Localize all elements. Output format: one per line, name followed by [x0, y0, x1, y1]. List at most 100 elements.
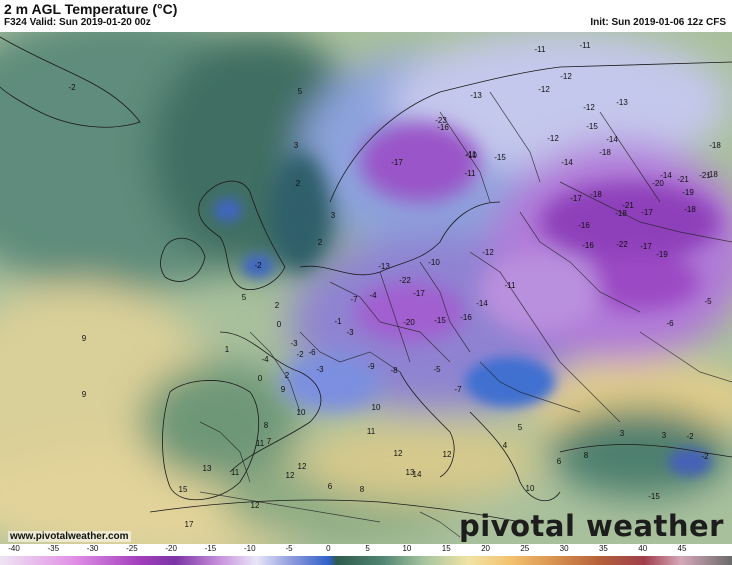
temperature-value-label: 6	[557, 457, 562, 466]
temperature-value-label: 1	[225, 345, 230, 354]
temperature-value-label: 9	[82, 334, 87, 343]
temperature-value-label: -19	[656, 250, 668, 259]
temperature-value-label: -18	[590, 190, 602, 199]
colorbar-tick-label: -15	[204, 544, 217, 553]
temperature-value-label: -10	[428, 258, 440, 267]
temperature-value-label: -19	[682, 188, 694, 197]
temperature-value-label: -12	[482, 248, 494, 257]
temperature-value-label: -8	[390, 366, 398, 375]
temperature-value-label: 12	[286, 471, 295, 480]
temperature-value-label: -14	[660, 171, 672, 180]
temperature-value-label: 12	[298, 462, 307, 471]
colorbar-tick-label: 45	[677, 544, 687, 553]
colorbar-tick-label: 5	[365, 544, 370, 553]
temperature-value-label: 3	[331, 211, 336, 220]
temperature-value-label: -12	[538, 85, 550, 94]
temperature-value-label: -3	[316, 365, 324, 374]
colorbar-tick-label: 40	[638, 544, 648, 553]
temperature-value-label: -3	[346, 328, 354, 337]
temperature-value-label: 2	[296, 179, 301, 188]
temperature-value-label: 10	[526, 484, 535, 493]
temperature-value-label: -13	[378, 262, 390, 271]
temperature-value-label: 17	[185, 520, 194, 529]
temperature-value-label: -13	[470, 91, 482, 100]
temperature-value-label: -10	[465, 151, 477, 160]
colorbar-tick-label: 35	[598, 544, 608, 553]
temperature-value-label: -9	[367, 362, 375, 371]
temperature-core	[270, 122, 720, 412]
temperature-value-label: 5	[298, 87, 303, 96]
temperature-value-label: 13	[406, 468, 415, 477]
temperature-value-label: 10	[372, 403, 381, 412]
temperature-value-label: 5	[518, 423, 523, 432]
temperature-value-label: -16	[578, 221, 590, 230]
temperature-value-label: -15	[494, 153, 506, 162]
temperature-value-label: -23	[435, 116, 447, 125]
temperature-map[interactable]: -2 5 3 2 3 2 -2 0 1 9 -11 -11 -12 -12 -13 -13 -12 -12 -16-…	[0, 32, 732, 544]
temperature-value-label: -20	[403, 318, 415, 327]
temperature-value-label: -6	[308, 348, 316, 357]
temperature-value-label: -11	[466, 150, 478, 159]
temperature-value-label: 10	[297, 408, 306, 417]
colorbar-ticks: -40 -35 -30 -25 -20 -15 -10 -5 0 5 10 15 20 25 30 35 40 4…	[0, 544, 732, 555]
temperature-value-label: -5	[704, 297, 712, 306]
country-borders	[199, 91, 732, 538]
temperature-value-label: 8	[584, 451, 589, 460]
colorbar-tick-label: -5	[285, 544, 293, 553]
website-url[interactable]: www.pivotalweather.com	[8, 531, 131, 542]
temperature-value-label: -6	[666, 319, 674, 328]
temperature-value-label: -12	[560, 72, 572, 81]
temperature-value-label: -21	[677, 175, 689, 184]
temperature-value-label: -18	[706, 170, 718, 179]
temperature-value-label: -22	[616, 240, 628, 249]
temperature-value-label: 13	[203, 464, 212, 473]
colorbar-tick-label: -25	[126, 544, 138, 553]
temperature-value-label: 2	[275, 301, 280, 310]
temperature-value-label: -17	[413, 289, 425, 298]
colorbar-tick-label: -10	[243, 544, 256, 553]
colorbar-tick-label: -40	[8, 544, 20, 553]
temperature-value-label: -11	[535, 45, 547, 54]
temperature-value-label: -7	[454, 385, 462, 394]
coastlines	[0, 36, 732, 523]
temperature-value-label: -11	[505, 281, 517, 290]
colorbar-tick-label: 0	[326, 544, 331, 553]
temperature-value-label: 12	[443, 450, 452, 459]
temperature-value-label: -21	[699, 171, 711, 180]
colorbar-tick-label: 25	[520, 544, 530, 553]
header: 2 m AGL Temperature (°C) F324 Valid: Sun…	[0, 0, 732, 32]
colorbar-tick-label: -20	[165, 544, 177, 553]
temperature-value-label: -15	[648, 492, 660, 501]
temperature-value-label: 6	[328, 482, 333, 491]
temperature-value-label: -14	[476, 299, 488, 308]
temperature-value-label: 15	[179, 485, 188, 494]
temperature-value-label: 8	[264, 421, 269, 430]
colorbar-tick-label: 20	[481, 544, 490, 553]
colorbar-gradient	[0, 556, 732, 565]
brand-logo: pivotal weather	[458, 509, 724, 543]
temperature-value-label: -2	[254, 261, 262, 270]
temperature-value-label: 9	[281, 385, 286, 394]
colorbar-tick-label: -30	[86, 544, 99, 553]
temperature-value-label: -18	[709, 141, 721, 150]
temperature-value-label: 0	[258, 374, 263, 383]
temperature-value-label: 11	[231, 468, 240, 477]
temperature-value-label: -16	[582, 241, 594, 250]
colorbar: -40 -35 -30 -25 -20 -15 -10 -5 0 5 10 15 20 25 30 35 40 4…	[0, 544, 732, 565]
temperature-value-label: -2	[686, 432, 694, 441]
temperature-value-label: 3	[294, 141, 299, 150]
temperature-value-label: 8	[360, 485, 365, 494]
temperature-value-label: -5	[433, 365, 441, 374]
temperature-value-label: -3	[290, 339, 298, 348]
temperature-value-label: -15	[586, 122, 598, 131]
temperature-value-label: -2	[68, 83, 76, 92]
temperature-value-label: -4	[261, 355, 269, 364]
temperature-value-label: 4	[503, 441, 508, 450]
temperature-value-label: -18	[684, 205, 696, 214]
colorbar-tick-label: -35	[47, 544, 60, 553]
temperature-value-label: -14	[606, 135, 618, 144]
temperature-value-label: -14	[561, 158, 573, 167]
temperature-value-label: -18	[599, 148, 611, 157]
